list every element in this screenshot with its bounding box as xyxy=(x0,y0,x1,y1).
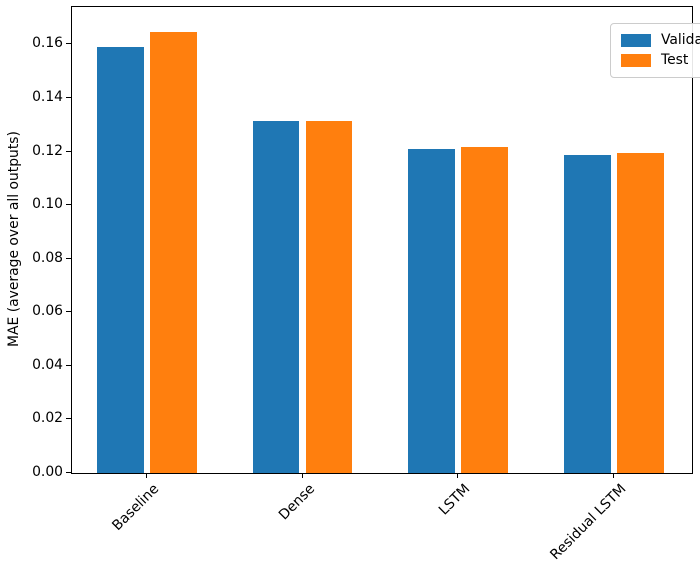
x-tick-label-lstm: LSTM xyxy=(436,481,474,519)
legend-item-validation: Validation xyxy=(611,30,700,50)
plot-area: Validation Test xyxy=(71,6,700,474)
y-axis-label: MAE (average over all outputs) xyxy=(6,131,22,347)
y-tick-label: 0.04 xyxy=(32,356,63,373)
y-tick-mark xyxy=(66,418,71,420)
x-tick-label-residual-lstm: Residual LSTM xyxy=(547,481,630,564)
x-tick-mark xyxy=(301,473,303,478)
y-tick-mark xyxy=(66,311,71,313)
x-tick-label-dense: Dense xyxy=(275,481,318,524)
x-tick-label-baseline: Baseline xyxy=(109,481,163,534)
y-tick-label: 0.00 xyxy=(32,464,63,480)
x-tick-mark xyxy=(613,473,615,478)
bar-test-lstm xyxy=(461,146,509,473)
bar-test-dense xyxy=(305,121,353,473)
y-tick-label: 0.10 xyxy=(32,196,63,213)
legend-label: Test xyxy=(661,52,689,68)
bar-test-residual-lstm xyxy=(617,152,664,473)
bar-validation-dense xyxy=(252,120,300,473)
y-tick-mark xyxy=(66,257,71,259)
legend-swatch-test xyxy=(621,53,651,67)
legend-label: Validation xyxy=(661,32,700,48)
y-tick-mark xyxy=(66,472,71,473)
y-tick-mark xyxy=(66,204,71,206)
legend: Validation Test xyxy=(610,23,700,78)
y-tick-label: 0.08 xyxy=(32,249,63,266)
y-tick-mark xyxy=(66,43,71,45)
x-tick-mark xyxy=(457,473,459,478)
y-tick-label: 0.16 xyxy=(32,35,63,52)
legend-item-test: Test xyxy=(611,50,700,70)
y-tick-label: 0.02 xyxy=(32,410,63,427)
x-tick-mark xyxy=(145,473,147,478)
y-tick-label: 0.06 xyxy=(32,303,63,320)
bar-validation-residual-lstm xyxy=(564,154,611,473)
y-tick-label: 0.12 xyxy=(32,142,63,159)
bar-test-baseline xyxy=(149,32,197,473)
bar-validation-lstm xyxy=(408,149,456,473)
y-tick-mark xyxy=(66,97,71,99)
y-tick-label: 0.14 xyxy=(32,89,63,106)
y-tick-mark xyxy=(66,364,71,366)
y-tick-mark xyxy=(66,150,71,152)
legend-swatch-validation xyxy=(621,33,651,47)
bar-validation-baseline xyxy=(96,46,144,473)
